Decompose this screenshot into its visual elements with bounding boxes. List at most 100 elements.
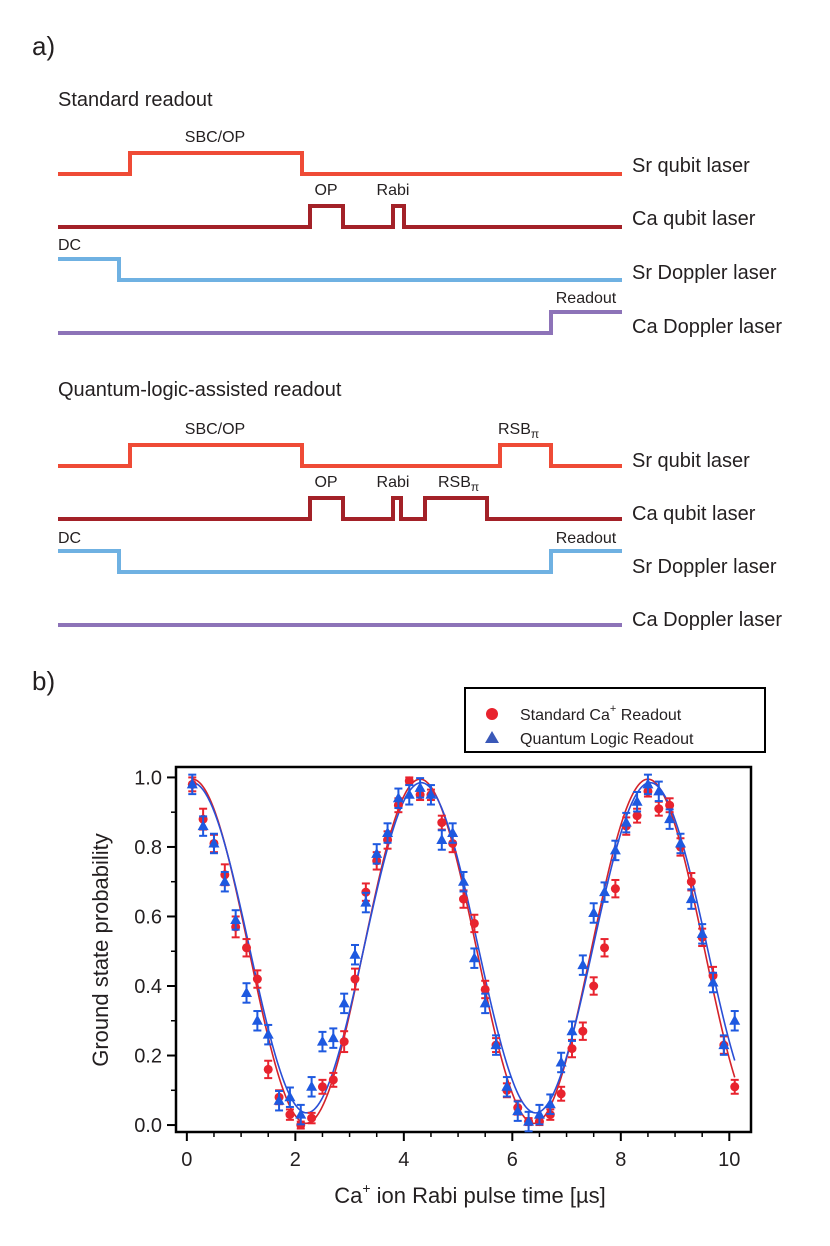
quantum-point <box>447 822 459 844</box>
standard-marker <box>307 1113 317 1123</box>
quantum-marker <box>544 1098 556 1109</box>
quantum-point <box>707 971 719 994</box>
quantum-point <box>208 832 220 855</box>
quantum-readout-pulse-label: Readout <box>556 530 617 547</box>
quantum-point <box>241 982 253 1004</box>
quantum-point <box>609 839 621 862</box>
quantum-marker <box>674 837 686 848</box>
x-axis-label: Ca+ ion Rabi pulse time [µs] <box>334 1180 606 1208</box>
standard-point <box>600 938 610 958</box>
x-axis: 0 2 4 6 8 10 <box>181 1132 740 1171</box>
standard-marker <box>567 1044 577 1054</box>
quantum-marker <box>447 827 459 838</box>
quantum-point <box>262 1023 274 1046</box>
quantum-marker <box>490 1039 502 1050</box>
quantum-marker <box>718 1039 730 1050</box>
plot-frame <box>174 765 753 1134</box>
quantum-marker <box>577 959 589 970</box>
legend-standard-name: Standard Ca <box>520 707 610 724</box>
y-tick-label-1: 0.2 <box>134 1046 162 1068</box>
quantum-point <box>642 773 654 796</box>
standard-marker <box>600 943 610 953</box>
quantum-marker <box>197 820 209 831</box>
quantum-marker <box>241 986 253 997</box>
quantum-marker <box>338 997 350 1008</box>
standard-point <box>610 878 620 899</box>
quantum-sr-qubit-trace <box>58 443 622 468</box>
quantum-ca-qubit-channel-label: Ca qubit laser <box>632 503 756 525</box>
quantum-marker <box>696 927 708 938</box>
quantum-ca-doppler-channel-label: Ca Doppler laser <box>632 609 782 631</box>
quantum-marker <box>327 1032 339 1043</box>
standard-point <box>263 1059 273 1080</box>
standard-ca-qubit-trace <box>58 204 622 229</box>
quantum-marker <box>664 813 676 824</box>
standard-marker <box>589 981 599 991</box>
quantum-marker <box>533 1108 545 1119</box>
fit-curve-standard <box>192 778 736 1125</box>
standard-point <box>459 889 468 909</box>
quantum-point <box>197 815 209 837</box>
quantum-point <box>631 791 643 813</box>
quantum-point <box>349 943 361 966</box>
data-points <box>186 773 741 1133</box>
quantum-point <box>685 888 697 910</box>
standard-marker <box>469 918 479 928</box>
standard-ca-qubit-channel-label: Ca qubit laser <box>632 208 756 230</box>
standard-marker <box>242 943 252 953</box>
quantum-point <box>414 777 426 799</box>
x-axis-label-rest: ion Rabi pulse time [µs] <box>371 1183 606 1208</box>
standard-marker <box>437 818 447 828</box>
quantum-point <box>371 843 383 865</box>
standard-marker <box>252 974 262 984</box>
legend-standard-rest: Readout <box>616 707 681 724</box>
quantum-marker <box>382 827 394 838</box>
y-tick-label-3: 0.6 <box>134 906 162 928</box>
quantum-rsb-pulse-label-1: RSBπ <box>498 421 539 441</box>
quantum-marker <box>371 847 383 858</box>
panel-b: b) Standard Ca+ Readout Quantum Logic Re… <box>32 666 766 1208</box>
quantum-marker <box>230 913 242 924</box>
standard-point <box>654 800 664 817</box>
quantum-point <box>403 784 415 806</box>
quantum-marker <box>186 778 198 789</box>
standard-marker <box>578 1026 588 1036</box>
standard-point <box>285 1108 295 1121</box>
standard-marker <box>339 1037 349 1047</box>
standard-point <box>252 969 262 989</box>
quantum-marker <box>566 1025 578 1036</box>
quantum-marker <box>403 788 415 799</box>
standard-point <box>556 1085 566 1102</box>
quantum-marker <box>653 785 665 796</box>
quantum-point <box>251 1010 263 1032</box>
standard-point <box>469 913 479 934</box>
quantum-rsb-text-1: RSB <box>498 421 531 438</box>
quantum-point <box>523 1110 535 1133</box>
quantum-sr-doppler-channel-label: Sr Doppler laser <box>632 556 777 578</box>
quantum-marker <box>425 788 437 799</box>
quantum-marker <box>436 834 448 844</box>
standard-readout-pulse-label: Readout <box>556 290 617 307</box>
quantum-point <box>696 923 708 945</box>
standard-point <box>339 1030 349 1054</box>
standard-marker <box>328 1075 338 1085</box>
quantum-point <box>599 881 611 903</box>
standard-marker <box>632 811 642 821</box>
quantum-point <box>533 1103 545 1126</box>
quantum-point <box>468 947 480 969</box>
quantum-point <box>338 992 350 1015</box>
quantum-point <box>674 832 686 855</box>
standard-sr-qubit-channel-label: Sr qubit laser <box>632 155 750 177</box>
quantum-point <box>436 829 448 851</box>
quantum-point <box>284 1086 296 1108</box>
standard-point <box>242 938 252 958</box>
x-tick-label-2: 4 <box>398 1149 409 1171</box>
legend-triangle-marker <box>485 731 499 743</box>
quantum-point <box>664 808 676 830</box>
standard-marker <box>556 1089 566 1099</box>
quantum-marker <box>642 778 654 789</box>
quantum-marker <box>468 952 480 963</box>
quantum-point <box>230 909 242 931</box>
y-tick-label-5: 1.0 <box>134 767 162 789</box>
